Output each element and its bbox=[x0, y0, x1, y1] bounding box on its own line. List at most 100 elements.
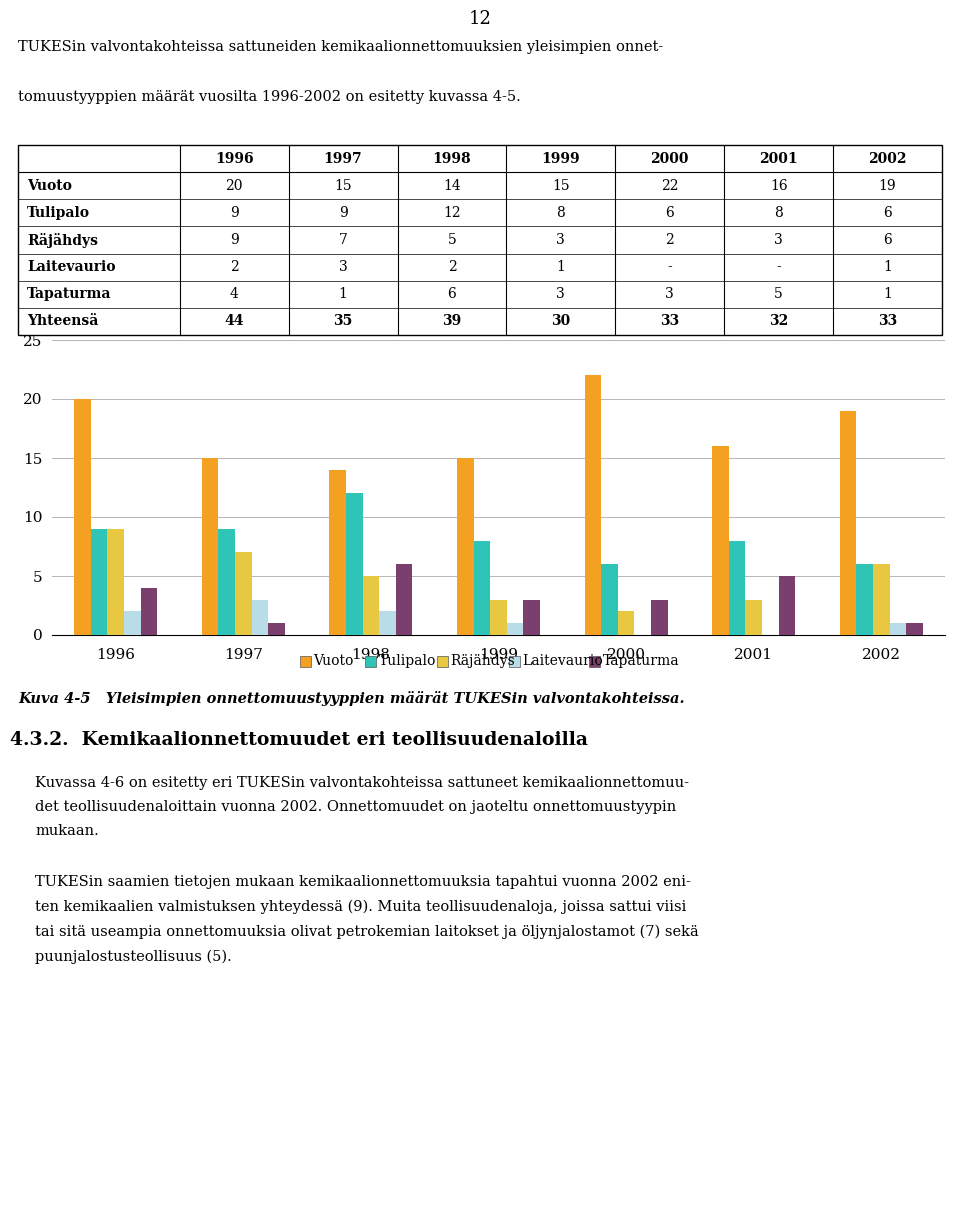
Bar bbox=[124, 611, 141, 634]
Text: 32: 32 bbox=[769, 314, 788, 329]
Text: 1997: 1997 bbox=[324, 152, 362, 165]
Text: 3: 3 bbox=[557, 233, 565, 247]
Text: 8: 8 bbox=[557, 206, 565, 220]
Text: 5: 5 bbox=[447, 233, 456, 247]
Text: 1: 1 bbox=[339, 287, 348, 301]
Bar bbox=[588, 655, 599, 666]
Text: tai sitä useampia onnettomuuksia olivat petrokemian laitokset ja öljynjalostamot: tai sitä useampia onnettomuuksia olivat … bbox=[35, 926, 699, 939]
Text: 1: 1 bbox=[557, 260, 565, 274]
Text: 3: 3 bbox=[339, 260, 348, 274]
Bar bbox=[437, 655, 447, 666]
Bar bbox=[873, 564, 890, 634]
Bar bbox=[712, 446, 729, 634]
Text: 9: 9 bbox=[339, 206, 348, 220]
Text: 3: 3 bbox=[665, 287, 674, 301]
Text: 2: 2 bbox=[229, 260, 238, 274]
Text: 6: 6 bbox=[883, 233, 892, 247]
Text: 6: 6 bbox=[883, 206, 892, 220]
Text: TUKESin valvontakohteissa sattuneiden kemikaalionnettomuuksien yleisimpien onnet: TUKESin valvontakohteissa sattuneiden ke… bbox=[18, 40, 663, 55]
Text: 19: 19 bbox=[878, 178, 897, 193]
Text: 44: 44 bbox=[225, 314, 244, 329]
Bar bbox=[219, 529, 235, 634]
Text: Kuvassa 4-6 on esitetty eri TUKESin valvontakohteissa sattuneet kemikaalionnetto: Kuvassa 4-6 on esitetty eri TUKESin valv… bbox=[35, 776, 689, 790]
Text: Tulipalo: Tulipalo bbox=[378, 654, 436, 668]
Text: 2000: 2000 bbox=[651, 152, 689, 165]
Bar bbox=[457, 459, 473, 634]
Bar bbox=[745, 599, 762, 634]
Text: 1999: 1999 bbox=[541, 152, 580, 165]
Bar bbox=[365, 655, 375, 666]
Text: Räjähdys: Räjähdys bbox=[27, 233, 98, 247]
Bar bbox=[363, 576, 379, 634]
Text: Kuva 4-5   Yleisimpien onnettomuustyyppien määrät TUKESin valvontakohteissa.: Kuva 4-5 Yleisimpien onnettomuustyyppien… bbox=[18, 690, 684, 706]
Text: 3: 3 bbox=[775, 233, 783, 247]
Text: ten kemikaalien valmistuksen yhteydessä (9). Muita teollisuudenaloja, joissa sat: ten kemikaalien valmistuksen yhteydessä … bbox=[35, 900, 686, 915]
Text: Räjähdys: Räjähdys bbox=[450, 654, 516, 668]
Text: 15: 15 bbox=[552, 178, 569, 193]
Bar bbox=[91, 529, 108, 634]
Bar bbox=[509, 655, 519, 666]
Bar bbox=[379, 611, 396, 634]
Text: Tapaturma: Tapaturma bbox=[27, 287, 111, 301]
Bar bbox=[252, 599, 268, 634]
Text: 16: 16 bbox=[770, 178, 787, 193]
Text: mukaan.: mukaan. bbox=[35, 824, 99, 838]
Text: 12: 12 bbox=[444, 206, 461, 220]
Text: 8: 8 bbox=[775, 206, 783, 220]
Bar bbox=[346, 494, 363, 634]
Bar bbox=[473, 541, 491, 634]
Bar bbox=[651, 599, 667, 634]
Text: 4.3.2.  Kemikaalionnettomuudet eri teollisuudenaloilla: 4.3.2. Kemikaalionnettomuudet eri teolli… bbox=[10, 731, 588, 748]
Text: 9: 9 bbox=[229, 233, 238, 247]
Bar bbox=[856, 564, 873, 634]
Text: 33: 33 bbox=[660, 314, 680, 329]
Text: 1: 1 bbox=[883, 287, 892, 301]
Text: Laitevaurio: Laitevaurio bbox=[27, 260, 116, 274]
Text: 20: 20 bbox=[226, 178, 243, 193]
Text: Vuoto: Vuoto bbox=[314, 654, 354, 668]
Bar bbox=[202, 459, 219, 634]
Text: 14: 14 bbox=[444, 178, 461, 193]
Text: 4: 4 bbox=[229, 287, 239, 301]
Text: 7: 7 bbox=[339, 233, 348, 247]
Text: 1996: 1996 bbox=[215, 152, 253, 165]
Text: Tapaturma: Tapaturma bbox=[603, 654, 679, 668]
Text: TUKESin saamien tietojen mukaan kemikaalionnettomuuksia tapahtui vuonna 2002 eni: TUKESin saamien tietojen mukaan kemikaal… bbox=[35, 875, 691, 889]
Bar bbox=[840, 411, 856, 634]
Text: 12: 12 bbox=[468, 10, 492, 28]
Text: Laitevaurio: Laitevaurio bbox=[522, 654, 603, 668]
Bar bbox=[585, 375, 601, 634]
Text: 6: 6 bbox=[447, 287, 456, 301]
Text: 2: 2 bbox=[665, 233, 674, 247]
Text: 6: 6 bbox=[665, 206, 674, 220]
Text: 39: 39 bbox=[443, 314, 462, 329]
Text: -: - bbox=[667, 260, 672, 274]
Bar bbox=[491, 599, 507, 634]
Text: 3: 3 bbox=[557, 287, 565, 301]
Bar bbox=[235, 552, 252, 634]
Text: det teollisuudenaloittain vuonna 2002. Onnettomuudet on jaoteltu onnettomuustyyp: det teollisuudenaloittain vuonna 2002. O… bbox=[35, 801, 676, 814]
Bar bbox=[396, 564, 413, 634]
Text: 5: 5 bbox=[775, 287, 783, 301]
Text: puunjalostusteollisuus (5).: puunjalostusteollisuus (5). bbox=[35, 950, 231, 964]
Text: 2001: 2001 bbox=[759, 152, 798, 165]
Bar bbox=[507, 623, 523, 634]
Text: tomuustyyppien määrät vuosilta 1996-2002 on esitetty kuvassa 4-5.: tomuustyyppien määrät vuosilta 1996-2002… bbox=[18, 90, 520, 103]
Bar bbox=[890, 623, 906, 634]
Bar bbox=[601, 564, 618, 634]
Bar bbox=[329, 469, 346, 634]
Bar bbox=[300, 655, 310, 666]
Bar bbox=[729, 541, 745, 634]
Text: -: - bbox=[777, 260, 781, 274]
Bar bbox=[108, 529, 124, 634]
Text: Yhteensä: Yhteensä bbox=[27, 314, 99, 329]
Text: 22: 22 bbox=[661, 178, 679, 193]
Bar bbox=[618, 611, 635, 634]
Text: 35: 35 bbox=[333, 314, 352, 329]
Bar bbox=[523, 599, 540, 634]
Text: 1998: 1998 bbox=[433, 152, 471, 165]
Bar bbox=[779, 576, 795, 634]
Text: 2: 2 bbox=[447, 260, 456, 274]
Bar bbox=[141, 588, 157, 634]
Text: 30: 30 bbox=[551, 314, 570, 329]
